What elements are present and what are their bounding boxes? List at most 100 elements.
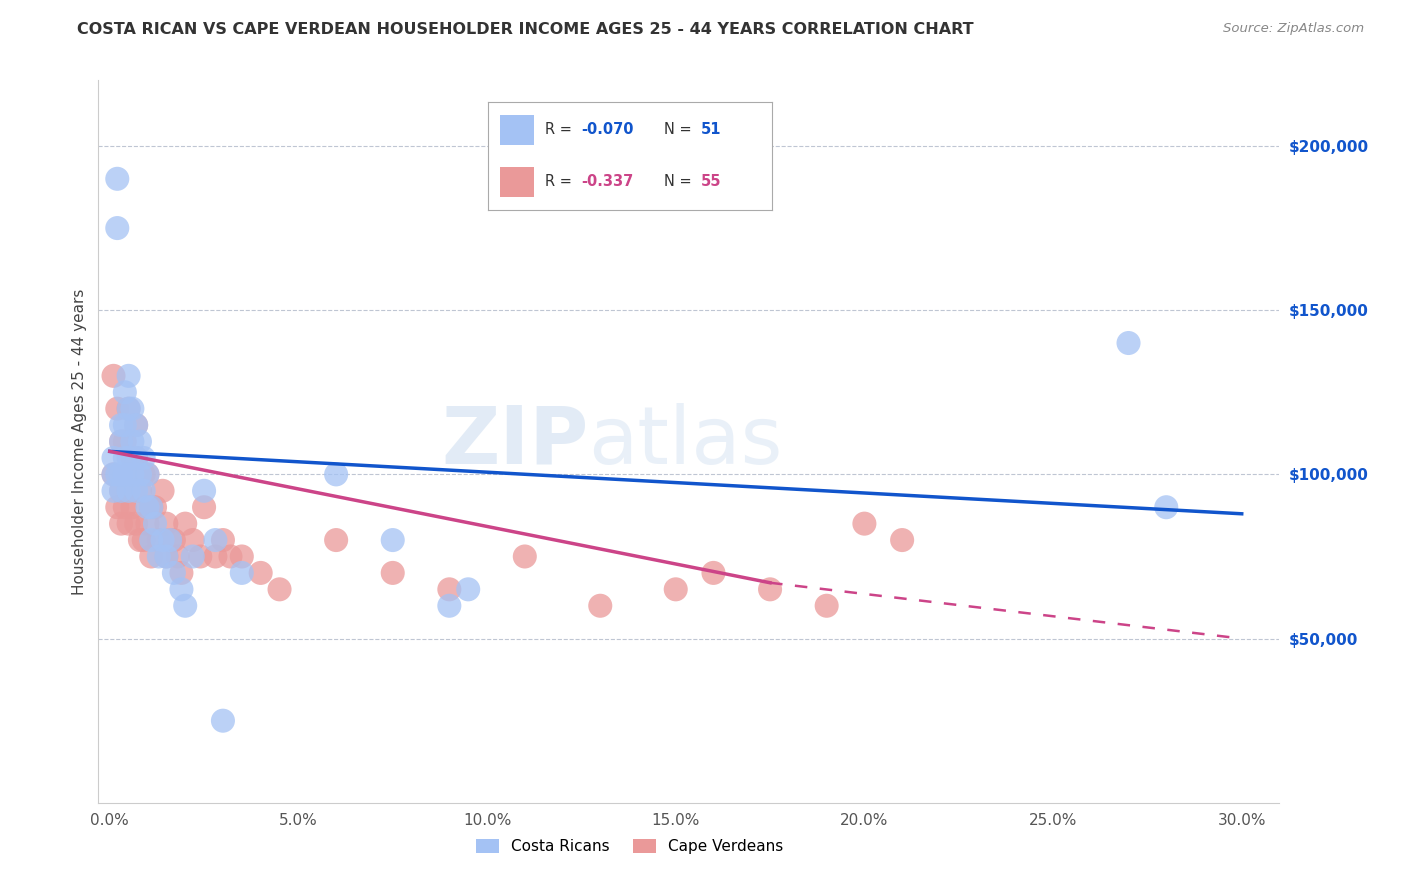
Point (231, 566, 253, 580)
Point (589, 599, 612, 613)
Point (815, 599, 838, 613)
Point (170, 566, 193, 580)
Point (103, 467, 125, 482)
Point (103, 450, 125, 465)
Point (381, 533, 404, 547)
Point (129, 434, 152, 449)
Point (121, 450, 143, 465)
Point (702, 566, 724, 580)
Point (325, 467, 347, 482)
Text: atlas: atlas (589, 402, 783, 481)
Point (155, 549, 177, 564)
Text: Source: ZipAtlas.com: Source: ZipAtlas.com (1223, 22, 1364, 36)
Point (110, 434, 132, 449)
Point (665, 582, 688, 597)
Point (117, 368, 139, 383)
Point (117, 483, 139, 498)
Point (152, 533, 174, 547)
Point (125, 483, 148, 498)
Point (439, 582, 461, 597)
Point (110, 516, 132, 531)
Point (159, 533, 181, 547)
Point (141, 500, 163, 515)
Point (1154, 500, 1177, 515)
Point (174, 599, 197, 613)
Point (132, 533, 155, 547)
Point (132, 467, 155, 482)
Point (110, 467, 132, 482)
Point (129, 533, 152, 547)
Point (132, 483, 155, 498)
Point (163, 566, 186, 580)
Y-axis label: Householder Income Ages 25 - 44 years: Householder Income Ages 25 - 44 years (72, 288, 87, 595)
Point (110, 418, 132, 433)
Point (181, 533, 204, 547)
Point (110, 483, 132, 498)
Point (219, 549, 242, 564)
Point (117, 401, 139, 416)
Point (103, 483, 125, 498)
Point (125, 450, 148, 465)
Point (129, 467, 152, 482)
Point (136, 500, 159, 515)
Point (457, 582, 479, 597)
Point (188, 549, 211, 564)
Point (152, 483, 174, 498)
Point (121, 401, 143, 416)
Point (148, 549, 170, 564)
Point (231, 549, 253, 564)
Point (166, 549, 188, 564)
Point (110, 483, 132, 498)
Point (204, 549, 226, 564)
Legend: Costa Ricans, Cape Verdeans: Costa Ricans, Cape Verdeans (470, 833, 790, 860)
Point (193, 483, 215, 498)
Point (212, 714, 235, 728)
Point (114, 450, 136, 465)
Point (148, 533, 170, 547)
Point (163, 533, 186, 547)
Point (193, 500, 215, 515)
Text: ZIP: ZIP (441, 402, 589, 481)
Point (170, 582, 193, 597)
Point (155, 549, 177, 564)
Point (105, 401, 128, 416)
Point (117, 467, 139, 482)
Point (121, 434, 143, 449)
Point (891, 533, 914, 547)
Point (132, 450, 155, 465)
Point (212, 533, 235, 547)
Point (155, 516, 177, 531)
Point (103, 368, 125, 383)
Point (439, 599, 461, 613)
Point (117, 401, 139, 416)
Point (159, 533, 181, 547)
Point (121, 500, 143, 515)
Point (114, 385, 136, 400)
Point (125, 450, 148, 465)
Point (325, 533, 347, 547)
Point (114, 500, 136, 515)
Point (141, 533, 163, 547)
Point (110, 434, 132, 449)
Point (121, 467, 143, 482)
Point (136, 516, 159, 531)
Point (136, 467, 159, 482)
Point (853, 516, 876, 531)
Point (1118, 336, 1140, 351)
Point (174, 516, 197, 531)
Point (204, 533, 226, 547)
Point (513, 549, 536, 564)
Point (105, 171, 128, 186)
Point (141, 500, 163, 515)
Point (114, 434, 136, 449)
Point (117, 516, 139, 531)
Point (136, 467, 159, 482)
Point (249, 566, 271, 580)
Point (125, 516, 148, 531)
Point (114, 467, 136, 482)
Point (117, 450, 139, 465)
Text: COSTA RICAN VS CAPE VERDEAN HOUSEHOLDER INCOME AGES 25 - 44 YEARS CORRELATION CH: COSTA RICAN VS CAPE VERDEAN HOUSEHOLDER … (77, 22, 974, 37)
Point (103, 467, 125, 482)
Point (105, 221, 128, 235)
Point (143, 500, 166, 515)
